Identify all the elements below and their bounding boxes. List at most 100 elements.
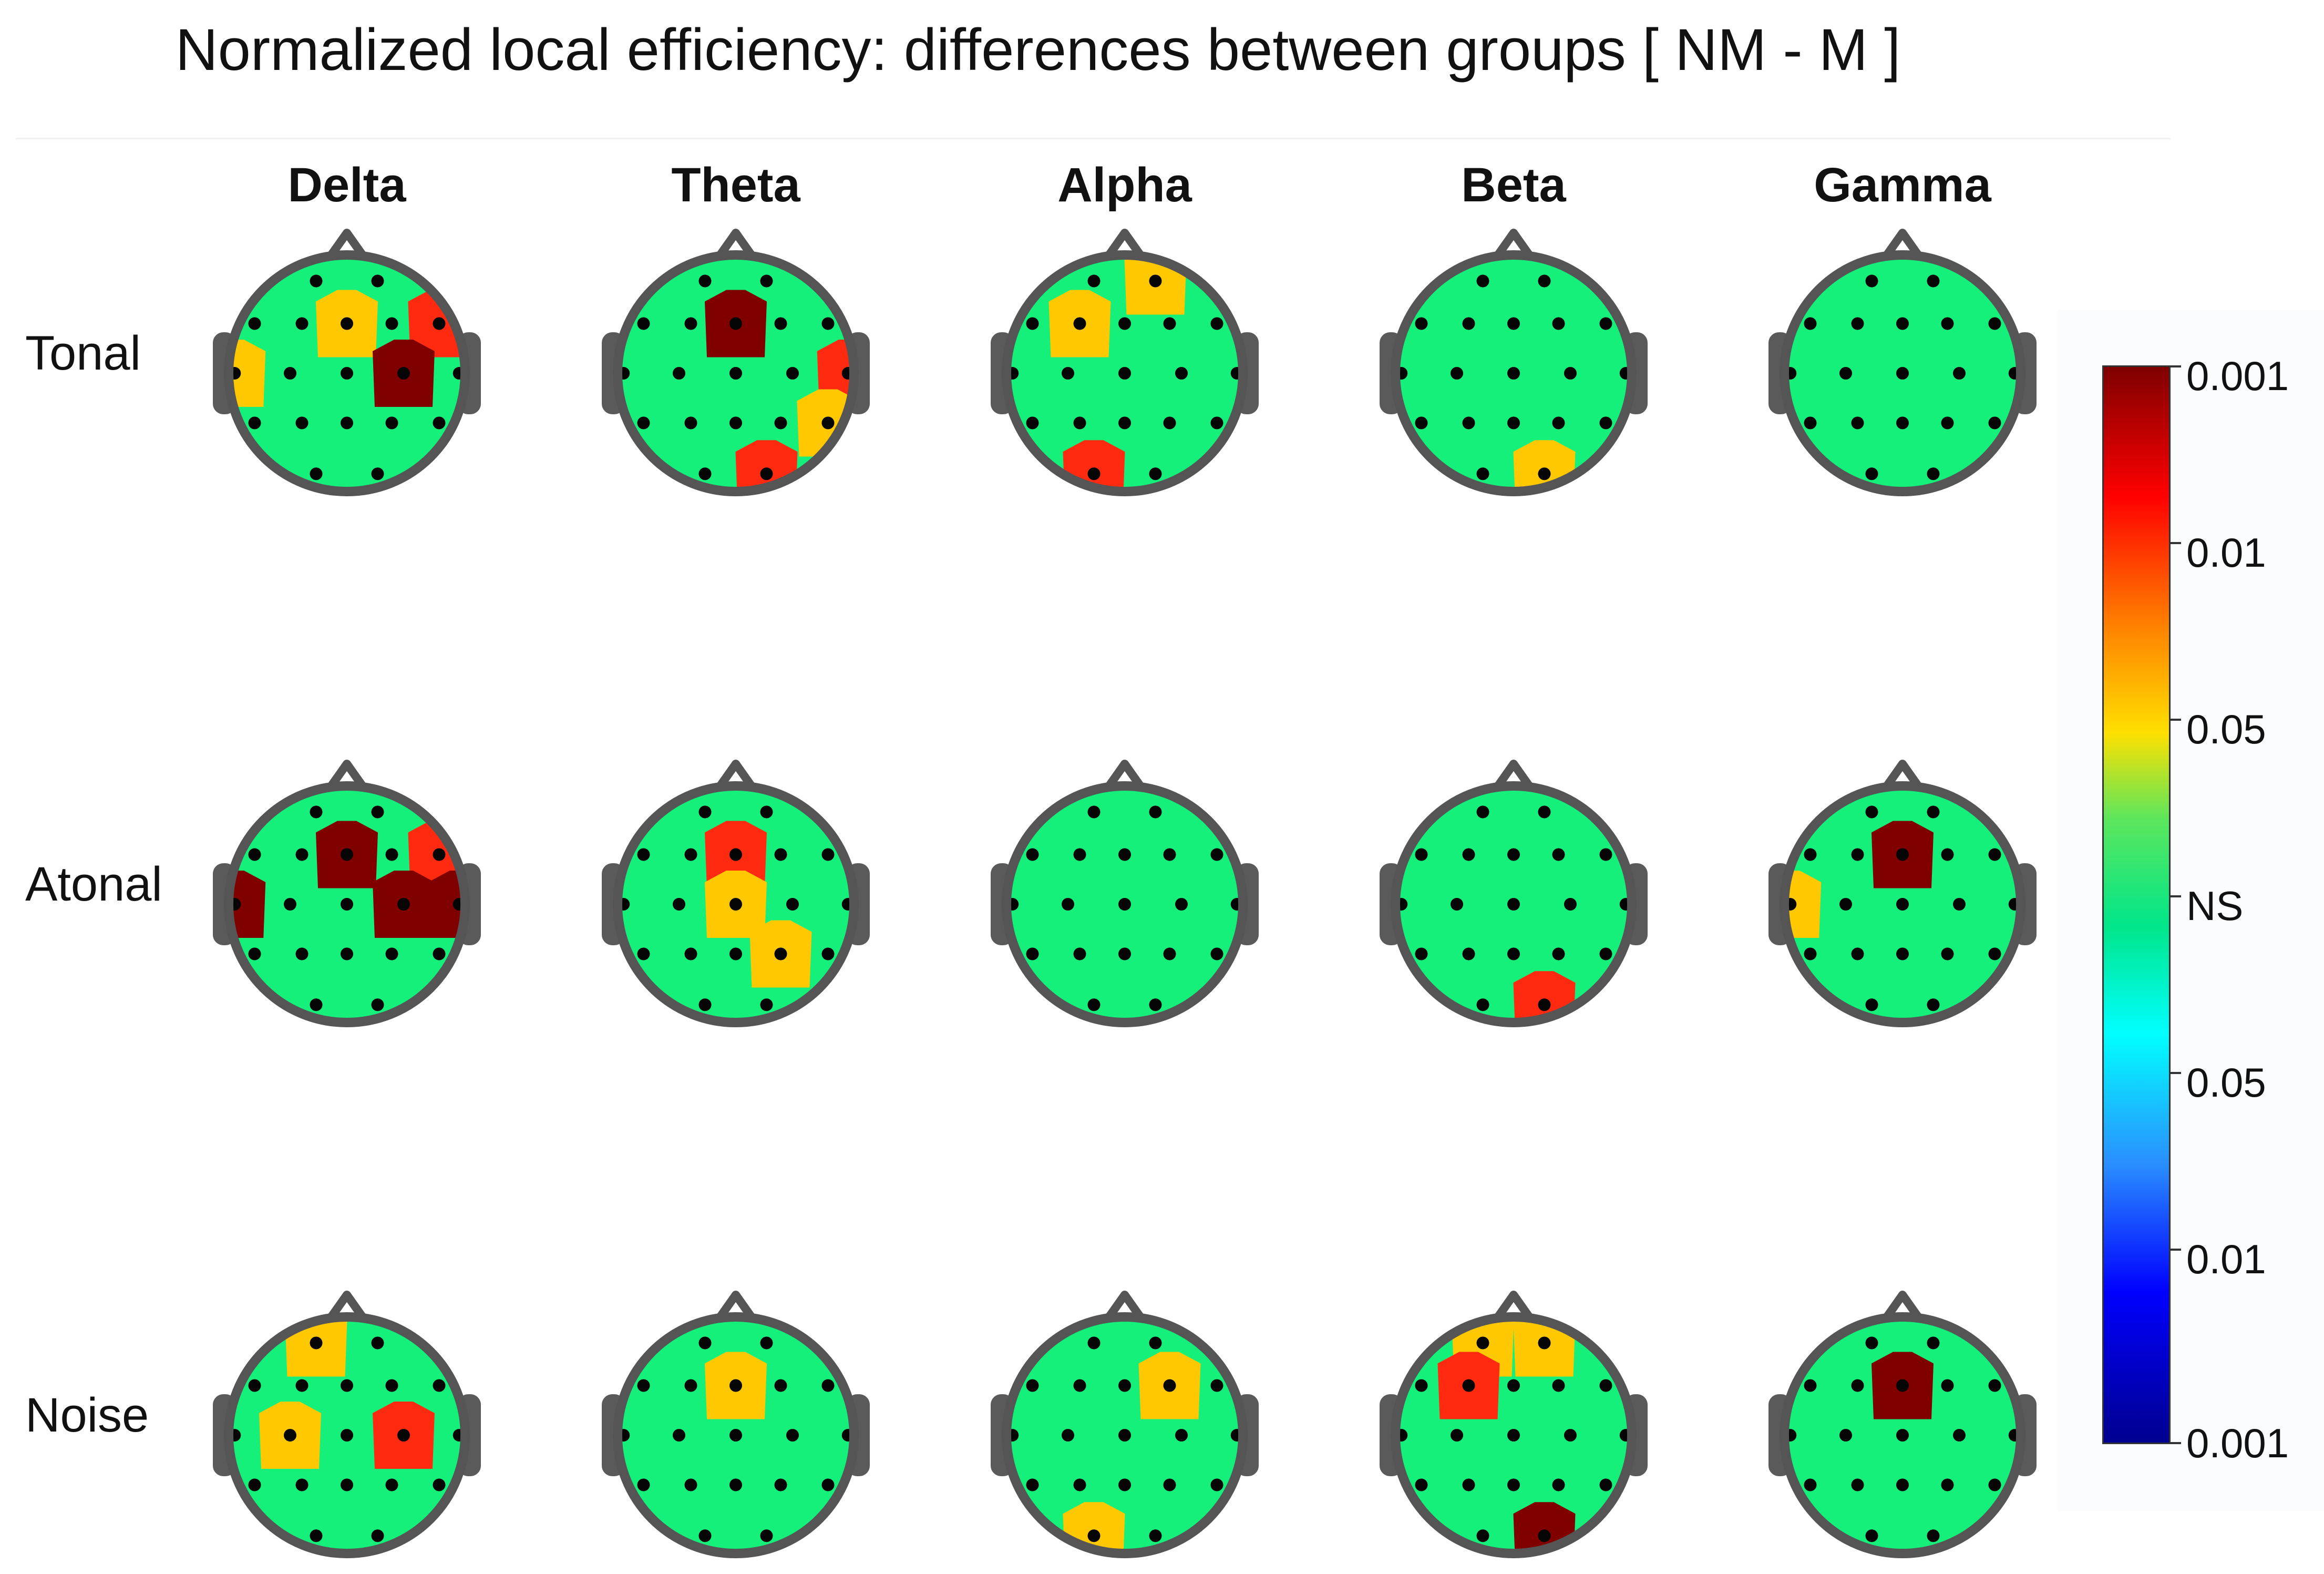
electrode-fp2: [371, 274, 384, 288]
electrode-p3: [295, 947, 309, 960]
head-outline: [1002, 781, 1248, 1027]
colorbar-label-0001-positive: 0.001: [2186, 353, 2289, 399]
electrode-cz: [341, 367, 353, 380]
head-map-tonal-alpha: [991, 229, 1259, 496]
electrode-p8: [433, 1478, 446, 1491]
electrode-o1: [698, 1529, 712, 1542]
electrode-p4: [1163, 947, 1176, 960]
electrode-f8: [821, 848, 835, 861]
electrode-fp1: [1087, 274, 1101, 288]
electrode-f7: [1026, 1379, 1039, 1392]
electrode-pz: [1118, 416, 1131, 430]
electrode-f4: [1552, 848, 1565, 861]
electrode-fp2: [760, 805, 773, 819]
electrode-f7: [1804, 1379, 1817, 1392]
electrode-c3: [1451, 1429, 1463, 1442]
electrode-p7: [637, 1478, 650, 1491]
electrode-c4: [786, 367, 799, 380]
head-outline: [224, 250, 470, 496]
electrode-f7: [637, 317, 650, 330]
electrode-p7: [1804, 1478, 1817, 1491]
electrode-f3: [295, 848, 309, 861]
electrode-fz: [1118, 1379, 1131, 1392]
electrode-o1: [698, 467, 712, 481]
electrode-c3: [1062, 1429, 1074, 1442]
electrode-o2: [760, 467, 773, 481]
electrode-c3: [1062, 367, 1074, 380]
electrode-p7: [248, 947, 261, 960]
electrode-f3: [684, 317, 697, 330]
electrode-p3: [684, 416, 697, 430]
electrode-p4: [1552, 947, 1565, 960]
electrode-f3: [1462, 848, 1475, 861]
electrode-f3: [1851, 1379, 1864, 1392]
electrode-pz: [1118, 947, 1131, 960]
electrode-f7: [1415, 1379, 1428, 1392]
electrode-f4: [1163, 1379, 1176, 1392]
head-map-noise-gamma: [1768, 1291, 2037, 1558]
column-label-gamma: Gamma: [1814, 158, 1991, 212]
electrode-o2: [1149, 998, 1162, 1011]
electrode-p3: [295, 416, 309, 430]
colorbar-tick: [2169, 1072, 2181, 1074]
colorbar-label-005-negative: 0.05: [2186, 1059, 2266, 1106]
electrode-f4: [1552, 317, 1565, 330]
electrode-p3: [1073, 1478, 1086, 1491]
electrode-p8: [821, 416, 835, 430]
electrode-p8: [1210, 947, 1223, 960]
head-outline: [1002, 1312, 1248, 1558]
electrode-f4: [774, 317, 787, 330]
electrode-o2: [1538, 1529, 1551, 1542]
electrode-f8: [433, 317, 446, 330]
electrode-f7: [248, 848, 261, 861]
electrode-p8: [1988, 1478, 2001, 1491]
electrode-f7: [248, 1379, 261, 1392]
electrode-o1: [1476, 1529, 1489, 1542]
electrode-f7: [637, 1379, 650, 1392]
electrode-f4: [1941, 317, 1954, 330]
electrode-fz: [1896, 1379, 1909, 1392]
electrode-cz: [1896, 898, 1909, 911]
electrode-pz: [1118, 1478, 1131, 1491]
electrode-f3: [684, 848, 697, 861]
electrode-p7: [1415, 416, 1428, 430]
electrode-pz: [1896, 416, 1909, 430]
electrode-f3: [1462, 1379, 1475, 1392]
electrode-p7: [1026, 416, 1039, 430]
electrode-o1: [1865, 467, 1878, 481]
electrode-o1: [698, 998, 712, 1011]
electrode-f8: [821, 1379, 835, 1392]
electrode-p4: [1552, 416, 1565, 430]
head-outline: [224, 781, 470, 1027]
electrode-p4: [385, 1478, 398, 1491]
electrode-c4: [397, 898, 410, 911]
head-map-tonal-beta: [1380, 229, 1648, 496]
electrode-c3: [284, 898, 296, 911]
electrode-c3: [673, 367, 685, 380]
head-outline: [224, 1312, 470, 1558]
electrode-p4: [1941, 416, 1954, 430]
electrode-f8: [1988, 1379, 2001, 1392]
title-divider: [16, 138, 2171, 139]
electrode-p4: [1941, 947, 1954, 960]
electrode-p3: [1073, 416, 1086, 430]
electrode-fp2: [1927, 274, 1940, 288]
electrode-f7: [1026, 317, 1039, 330]
electrode-fp1: [1476, 1336, 1489, 1350]
electrode-p4: [774, 416, 787, 430]
electrode-p7: [1804, 416, 1817, 430]
electrode-p3: [1851, 947, 1864, 960]
head-map-atonal-beta: [1380, 760, 1648, 1027]
electrode-c3: [1839, 1429, 1852, 1442]
electrode-p8: [821, 947, 835, 960]
electrode-f3: [1851, 317, 1864, 330]
row-label-tonal: Tonal: [25, 326, 141, 380]
electrode-p3: [684, 1478, 697, 1491]
electrode-fp2: [1149, 805, 1162, 819]
electrode-pz: [341, 416, 353, 430]
electrode-cz: [1507, 367, 1520, 380]
electrode-fp2: [1538, 805, 1551, 819]
electrode-p7: [637, 416, 650, 430]
electrode-f8: [1599, 1379, 1612, 1392]
electrode-p3: [1462, 416, 1475, 430]
